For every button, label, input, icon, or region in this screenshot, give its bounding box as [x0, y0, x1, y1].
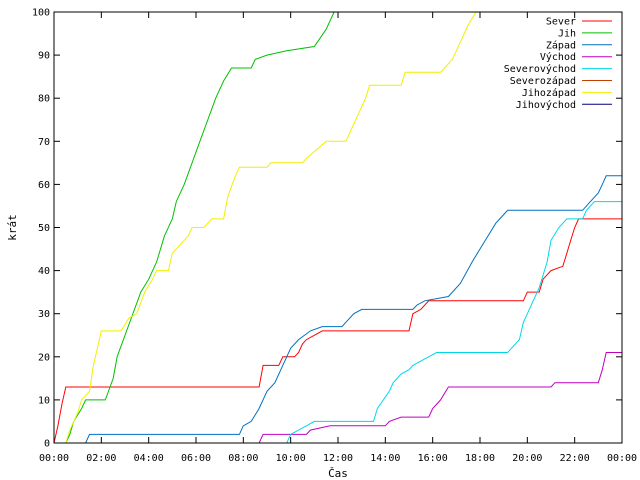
x-tick-label: 14:00: [370, 453, 400, 464]
x-tick-label: 00:00: [607, 453, 637, 464]
series-lines: [54, 12, 622, 443]
y-tick-label: 50: [38, 223, 50, 234]
legend: SeverJihZápadVýchodSeverovýchodSeverozáp…: [504, 17, 612, 111]
y-tick-label: 0: [44, 439, 50, 450]
series-line-0: [54, 218, 622, 443]
y-tick-label: 80: [38, 94, 50, 105]
x-tick-label: 20:00: [512, 453, 542, 464]
legend-label: Jihozápad: [522, 87, 576, 99]
x-tick-label: 00:00: [39, 453, 69, 464]
x-tick-label: 06:00: [181, 453, 211, 464]
series-line-4: [54, 201, 622, 443]
legend-label: Sever: [546, 17, 576, 28]
legend-label: Jih: [558, 28, 576, 39]
y-axis-label: krát: [6, 214, 19, 241]
plot-frame: [53, 11, 623, 444]
x-tick-label: 18:00: [465, 453, 495, 464]
y-tick-label: 30: [38, 309, 50, 320]
y-tick-label: 40: [38, 266, 50, 277]
ticks: 0 10 20 30 40 50 60 70 80 90 100 00:00 02:00 04:00 06:…: [32, 8, 637, 465]
series-line-2: [54, 175, 622, 443]
legend-label: Západ: [546, 39, 576, 51]
y-tick-label: 70: [38, 137, 50, 148]
legend-label: Východ: [540, 51, 576, 63]
y-tick-label: 60: [38, 180, 50, 191]
y-tick-label: 10: [38, 395, 50, 406]
x-tick-label: 16:00: [418, 453, 448, 464]
x-tick-label: 02:00: [86, 453, 116, 464]
x-tick-label: 08:00: [228, 453, 258, 464]
x-tick-label: 04:00: [134, 453, 164, 464]
x-axis-label: Čas: [328, 467, 348, 480]
legend-label: Severozápad: [510, 75, 576, 87]
legend-label: Severovýchod: [504, 63, 576, 75]
y-tick-label: 20: [38, 352, 50, 363]
series-line-3: [54, 352, 622, 443]
legend-label: Jihovýchod: [516, 99, 576, 111]
series-line-1: [54, 12, 335, 443]
x-tick-label: 10:00: [276, 453, 306, 464]
y-tick-label: 90: [38, 51, 50, 62]
y-tick-label: 100: [32, 8, 50, 19]
x-tick-label: 12:00: [323, 453, 353, 464]
series-line-6: [54, 12, 477, 443]
x-tick-label: 22:00: [560, 453, 590, 464]
